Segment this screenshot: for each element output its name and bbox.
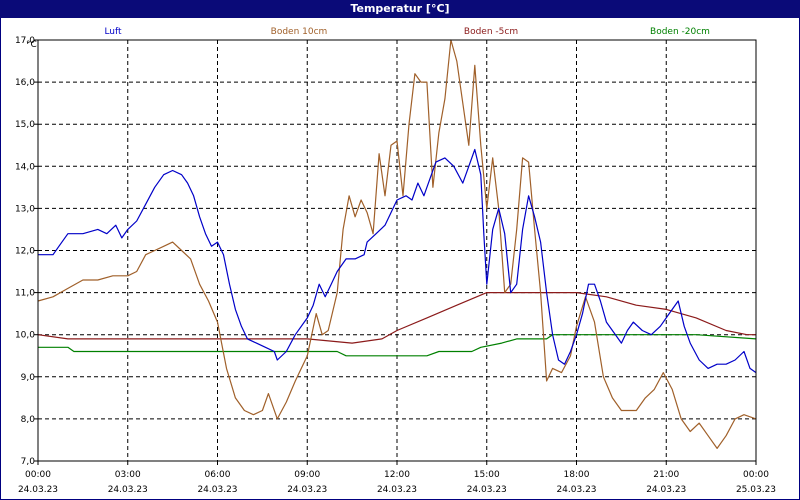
x-tick-time: 18:00 <box>564 470 590 480</box>
x-tick-date: 24.03.23 <box>108 485 148 495</box>
y-tick-label: 16,0 <box>15 78 35 88</box>
x-tick-date: 24.03.23 <box>377 485 417 495</box>
x-tick-time: 09:00 <box>294 470 320 480</box>
series-lines <box>37 39 757 449</box>
legend-entry-boden-5cm: Boden -5cm <box>464 27 518 37</box>
x-tick-date: 24.03.23 <box>197 485 237 495</box>
series-line-boden-5cm <box>37 292 756 344</box>
legend-entry-luft: Luft <box>104 27 122 37</box>
y-tick-label: 14,0 <box>15 162 35 172</box>
y-tick-label: 13,0 <box>15 204 35 214</box>
y-tick-label: 9,0 <box>21 373 36 383</box>
y-axis-unit: °C <box>26 40 37 50</box>
grid <box>38 40 756 461</box>
y-tick-label: 10,0 <box>15 331 35 341</box>
legend: Luft Boden 10cm Boden -5cm Boden -20cm <box>104 27 710 37</box>
x-tick-date: 24.03.23 <box>467 485 507 495</box>
legend-entry-boden-20cm: Boden -20cm <box>650 27 710 37</box>
y-axis-ticks: 7,0 8,0 9,0 10,0 11,0 12,0 13,0 14,0 15,0 16,0 17,… <box>15 36 38 467</box>
x-tick-time: 03:00 <box>115 470 141 480</box>
chart-title: Temperatur [°C] <box>0 0 800 18</box>
x-tick-time: 21:00 <box>653 470 679 480</box>
y-tick-label: 17,0 <box>15 36 35 46</box>
y-tick-label: 8,0 <box>21 415 36 425</box>
series-line-boden-10cm <box>37 39 757 449</box>
x-tick-time: 06:00 <box>205 470 231 480</box>
x-tick-date: 25.03.23 <box>736 485 776 495</box>
x-tick-time: 00:00 <box>743 470 769 480</box>
x-tick-date: 24.03.23 <box>18 485 58 495</box>
x-tick-time: 15:00 <box>474 470 500 480</box>
x-tick-time: 00:00 <box>25 470 51 480</box>
series-line-luft <box>38 148 757 374</box>
x-tick-date: 24.03.23 <box>287 485 327 495</box>
y-tick-label: 12,0 <box>15 247 35 257</box>
legend-entry-boden-10cm: Boden 10cm <box>271 27 328 37</box>
x-tick-date: 24.03.23 <box>556 485 596 495</box>
y-tick-label: 7,0 <box>21 457 36 467</box>
y-tick-label: 11,0 <box>15 289 35 299</box>
x-axis-ticks: 00:00 24.03.23 03:00 24.03.23 06:00 24.03.23 0… <box>18 461 776 495</box>
x-tick-time: 12:00 <box>384 470 410 480</box>
x-tick-date: 24.03.23 <box>646 485 686 495</box>
y-tick-label: 15,0 <box>15 120 35 130</box>
series-line-boden-20cm <box>38 334 757 357</box>
